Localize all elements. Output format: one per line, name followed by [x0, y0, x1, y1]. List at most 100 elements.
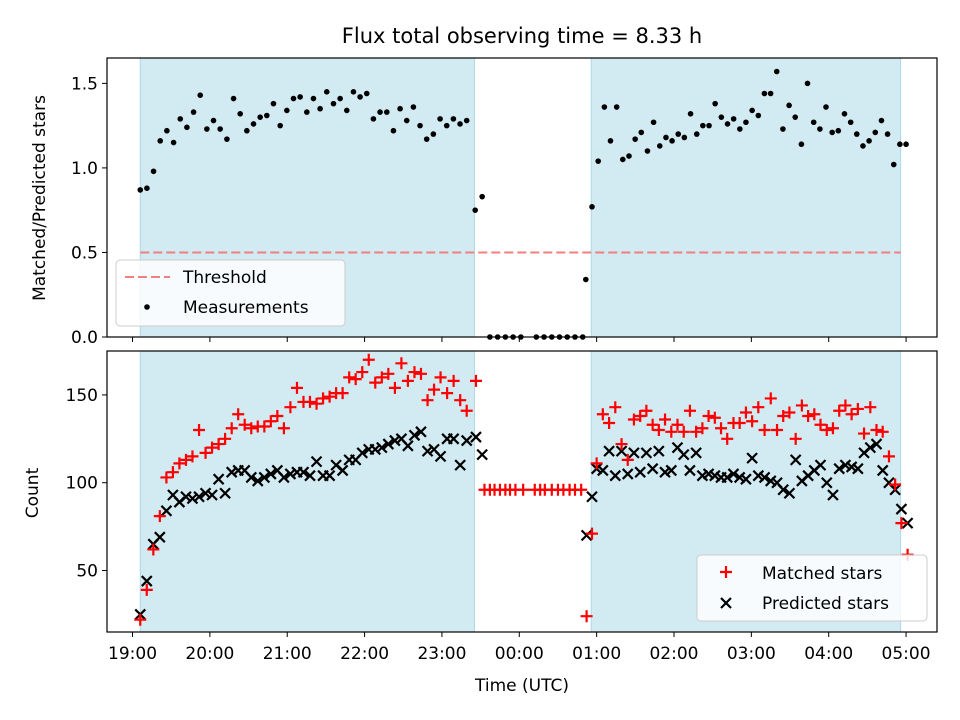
measurement-point [841, 111, 848, 117]
measurement-point [829, 129, 835, 136]
matched-star-point [640, 404, 653, 417]
matched-star-point [264, 415, 277, 428]
predicted-star-point [154, 531, 166, 543]
measurement-point [304, 109, 310, 115]
measurement-point [370, 116, 377, 122]
measurement-point [410, 104, 417, 110]
measurement-point [884, 131, 891, 137]
predicted-star-point [586, 490, 598, 503]
matched-star-point [238, 418, 251, 431]
predicted-star-point [677, 448, 690, 461]
measurement-point [457, 121, 463, 127]
measurement-point [878, 117, 885, 124]
measurement-point [897, 141, 903, 148]
matched-star-point [232, 408, 245, 421]
predicted-star-point [297, 466, 310, 478]
measurement-point [626, 153, 632, 159]
predicted-star-point [180, 490, 192, 503]
measurement-point [377, 109, 383, 115]
measurement-point [350, 89, 357, 95]
measurement-point [712, 100, 718, 107]
x-axis-label: Time (UTC) [474, 676, 569, 696]
measurement-point [479, 193, 485, 200]
measurement-point [137, 187, 144, 193]
matched-star-point [408, 366, 421, 379]
predicted-star-point [789, 454, 802, 466]
matched-star-point [586, 527, 599, 540]
matched-star-point [575, 483, 588, 496]
predicted-star-point [323, 469, 336, 482]
matched-star-point [683, 404, 696, 417]
predicted-star-point [603, 445, 615, 457]
measurement-point [743, 119, 749, 126]
predicted-star-point [160, 505, 173, 517]
matched-star-point [677, 425, 690, 438]
measurement-point [310, 95, 317, 102]
predicted-star-point [265, 468, 277, 480]
measurement-point [872, 129, 879, 136]
matched-star-point [212, 438, 225, 451]
predicted-star-point [206, 489, 218, 501]
measurement-point [823, 104, 829, 110]
matched-star-point [839, 399, 852, 412]
predicted-star-point [304, 469, 316, 482]
legend-threshold-label: Threshold [182, 268, 267, 288]
matched-star-point [153, 510, 166, 523]
measurement-point [638, 129, 645, 136]
measurement-point [230, 95, 237, 102]
predicted-star-point [212, 473, 225, 485]
measurement-point [847, 119, 854, 126]
measurement-point [773, 68, 780, 75]
matched-star-point [671, 418, 684, 431]
measurement-point [810, 119, 817, 126]
matched-star-point [739, 406, 752, 419]
measurement-point [157, 138, 164, 144]
matched-star-point [715, 422, 728, 435]
predicted-star-point [621, 468, 634, 480]
matched-star-point [395, 357, 408, 370]
measurement-point [583, 276, 589, 283]
top-legend: Threshold Measurements [115, 259, 346, 327]
matched-star-point [864, 401, 877, 414]
measurement-point [363, 90, 370, 97]
predicted-star-point [684, 464, 696, 477]
x-tick-label: 23:00 [417, 644, 466, 664]
predicted-star-point [783, 487, 796, 500]
measurement-point [835, 127, 842, 134]
measurement-point [417, 122, 423, 129]
measurement-point [903, 141, 909, 148]
measurement-point [290, 95, 297, 102]
predicted-star-point [727, 468, 740, 480]
predicted-star-point [864, 441, 877, 454]
predicted-star-point [408, 429, 421, 442]
matched-star-point [795, 399, 808, 412]
x-tick-label: 01:00 [572, 644, 621, 664]
measurement-point [244, 127, 250, 134]
matched-star-point [590, 457, 603, 470]
predicted-star-point [402, 440, 414, 452]
matched-star-point [690, 425, 703, 438]
measurement-point [792, 114, 799, 120]
predicted-star-point [258, 471, 271, 484]
bottom-y-tick-label: 50 [76, 562, 98, 582]
legend-predicted-swatch [720, 597, 732, 609]
matched-star-point [580, 610, 593, 623]
predicted-star-point [278, 471, 290, 484]
matched-star-point [323, 390, 336, 403]
matched-star-point [336, 387, 349, 400]
matched-star-point [388, 381, 401, 394]
measurement-point [607, 138, 614, 144]
matched-star-point [219, 432, 232, 445]
matched-star-point [708, 411, 721, 424]
matched-star-point [414, 367, 427, 380]
measurement-point [423, 136, 430, 142]
matched-star-point [789, 432, 802, 445]
matched-star-point [277, 422, 290, 435]
bottom-y-tick-label: 100 [66, 474, 98, 494]
matched-star-point [752, 401, 765, 414]
matched-star-point [870, 424, 883, 437]
predicted-star-point [454, 459, 466, 471]
measurement-point [595, 158, 601, 164]
measurement-point [656, 143, 663, 149]
